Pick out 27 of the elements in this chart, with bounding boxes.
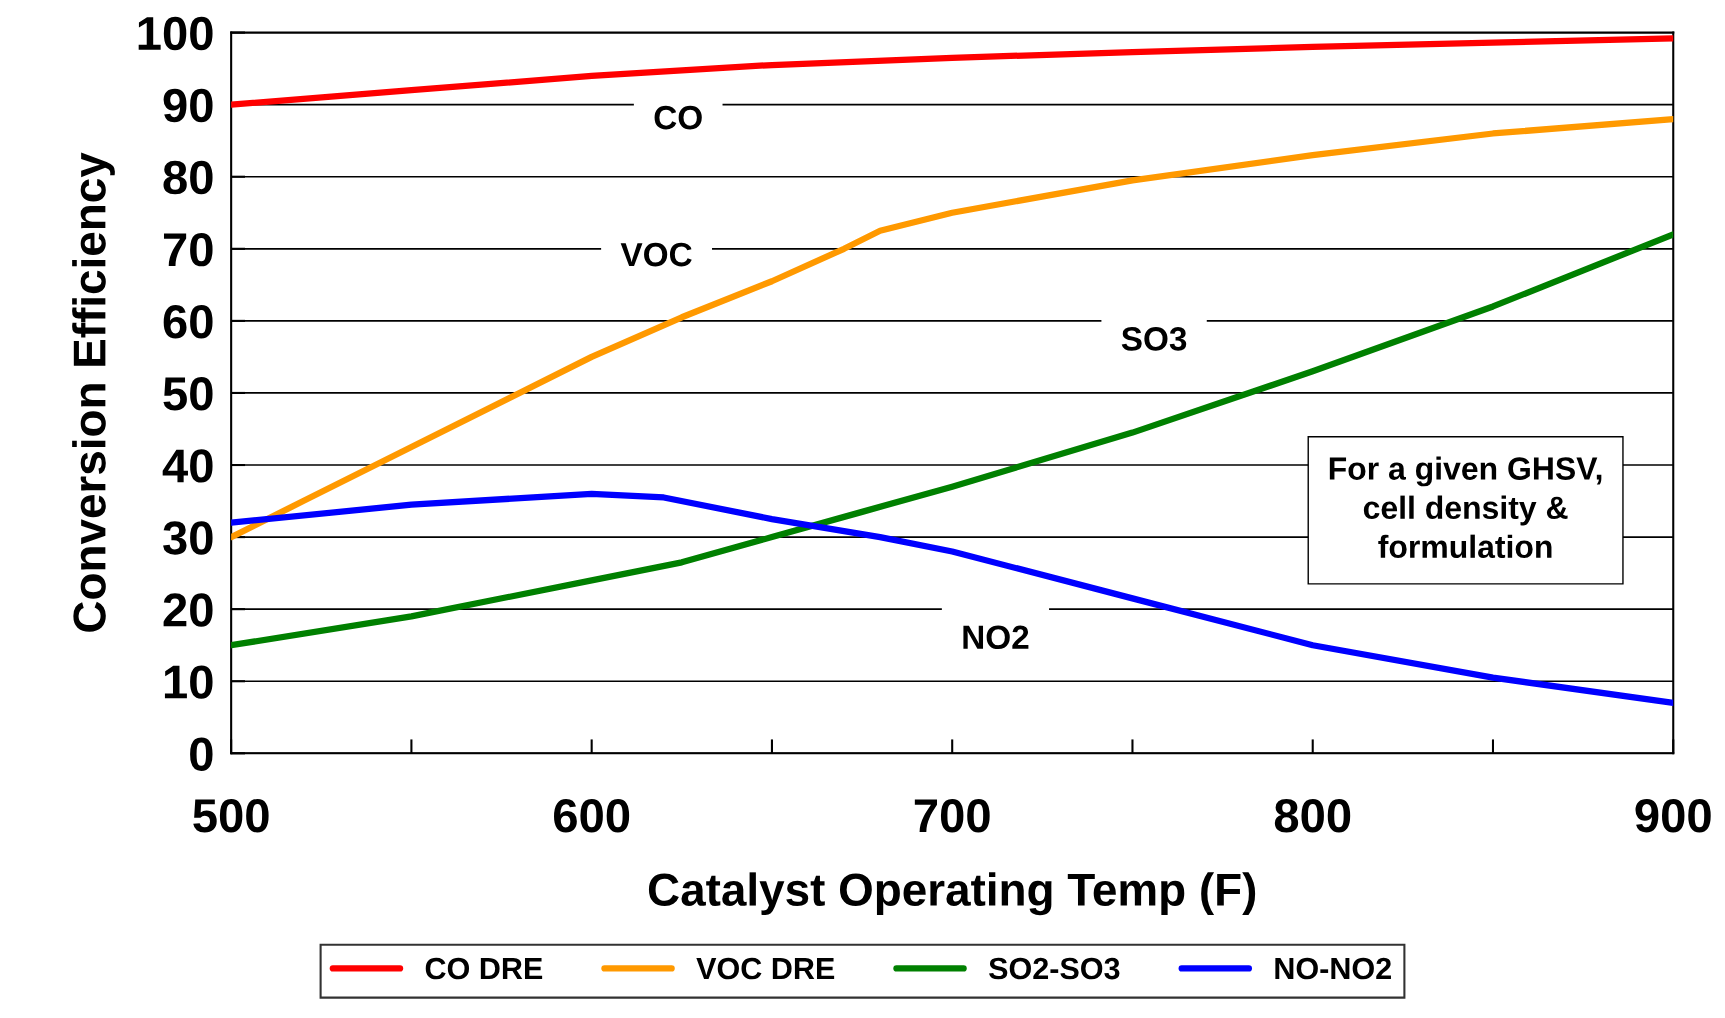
y-tick-label: 0: [190, 737, 213, 771]
annotation: For a given GHSV, cell density & formulation: [1329, 456, 1602, 559]
y-tick-label: 90: [163, 88, 213, 123]
y-tick-label: 70: [163, 232, 213, 267]
y-tick-label: 100: [138, 16, 213, 51]
x-tick-label: 700: [914, 799, 990, 833]
y-tick-label: 50: [163, 377, 213, 411]
annotation: CO: [654, 105, 702, 130]
legend-label: NO-NO2: [1275, 957, 1391, 980]
x-axis-title: Catalyst Operating Temp (F): [648, 872, 1256, 916]
legend-label: VOC DRE: [696, 957, 835, 980]
x-tick-label: 500: [193, 799, 269, 833]
x-tick-label: 800: [1274, 799, 1351, 833]
y-tick-label: 40: [162, 449, 213, 483]
annotation: NO2: [963, 625, 1029, 650]
y-tick-label: 80: [163, 160, 213, 195]
y-tick-label: 60: [163, 305, 213, 339]
x-tick-label: 900: [1635, 799, 1711, 833]
y-tick-label: 20: [163, 593, 213, 627]
y-tick-label: 10: [164, 665, 213, 699]
annotation: SO3: [1121, 327, 1187, 351]
y-axis-title: Conversion Efficiency: [72, 152, 115, 632]
annotation: VOC: [620, 242, 692, 267]
y-tick-label: 30: [163, 521, 213, 555]
legend-label: CO DRE: [425, 957, 543, 980]
x-tick-label: 600: [554, 799, 630, 833]
legend-label: SO2-SO3: [988, 957, 1120, 980]
